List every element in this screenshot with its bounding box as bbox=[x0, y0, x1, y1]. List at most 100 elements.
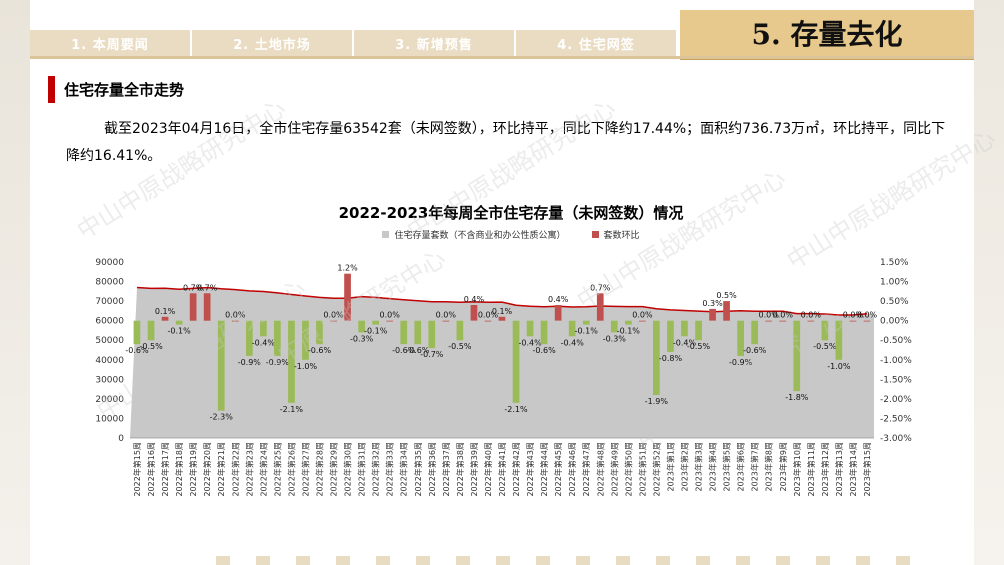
legend-swatch-ratio bbox=[591, 231, 599, 238]
ratio-bar bbox=[330, 320, 337, 322]
subheading: 住宅存量全市走势 bbox=[64, 81, 185, 99]
ratio-data-label: 0.3% bbox=[702, 299, 723, 308]
ratio-data-label: 0.0% bbox=[843, 311, 864, 320]
x-axis-tick-label: 2023年第9周 bbox=[778, 442, 788, 491]
tab-residential-signing[interactable]: 4. 住宅网签 bbox=[516, 30, 676, 56]
x-axis-tick-label: 2022年第33周 bbox=[385, 442, 395, 497]
x-axis-tick-label: 2023年第10周 bbox=[792, 442, 802, 497]
x-axis-tick-label: 2023年第7周 bbox=[750, 442, 760, 491]
subheading-marker bbox=[48, 76, 55, 103]
left-axis-tick-label: 80000 bbox=[95, 278, 124, 288]
x-axis-tick-label: 2022年第24周 bbox=[258, 442, 268, 497]
ratio-data-label: -0.6% bbox=[392, 346, 416, 355]
x-axis-tick-label: 2022年第47周 bbox=[581, 442, 591, 497]
left-axis-tick-label: 90000 bbox=[95, 258, 124, 268]
x-axis-tick-label: 2022年第49周 bbox=[609, 442, 619, 497]
left-axis-tick-label: 50000 bbox=[95, 336, 124, 346]
right-axis-tick-label: 1.00% bbox=[880, 278, 909, 288]
x-axis-tick-label: 2022年第41周 bbox=[497, 442, 507, 497]
legend-item-ratio: 套数环比 bbox=[591, 228, 640, 241]
ratio-bar bbox=[653, 320, 660, 395]
x-axis-tick-label: 2022年第21周 bbox=[216, 442, 226, 497]
nav-tabs: 1. 本周要闻 2. 土地市场 3. 新增预售 4. 住宅网签 bbox=[30, 30, 678, 56]
x-axis-tick-label: 2022年第17周 bbox=[160, 442, 170, 497]
ratio-bar bbox=[386, 320, 393, 322]
ratio-bar bbox=[568, 320, 576, 337]
ratio-bar bbox=[428, 320, 436, 349]
ratio-data-label: 0.0% bbox=[632, 311, 653, 320]
x-axis-tick-label: 2022年第30周 bbox=[343, 442, 353, 497]
ratio-data-label: -0.1% bbox=[575, 327, 599, 336]
x-axis-tick-label: 2022年第46周 bbox=[567, 442, 577, 497]
x-axis-tick-label: 2022年第26周 bbox=[286, 442, 296, 497]
x-axis-tick-label: 2023年第14周 bbox=[848, 442, 858, 497]
stock-line bbox=[136, 286, 868, 316]
ratio-bar bbox=[498, 316, 506, 321]
ratio-data-label: -0.4% bbox=[673, 338, 697, 347]
x-axis-tick-label: 2022年第50周 bbox=[623, 442, 633, 497]
ratio-data-label: -0.5% bbox=[139, 342, 163, 351]
ratio-data-label: -1.8% bbox=[785, 393, 809, 402]
ratio-data-label: -0.5% bbox=[448, 342, 472, 351]
x-axis-tick-label: 2022年第45周 bbox=[553, 442, 563, 497]
ratio-bar bbox=[681, 320, 688, 337]
x-axis-tick-label: 2023年第1周 bbox=[666, 442, 676, 491]
tab-new-presale[interactable]: 3. 新增预售 bbox=[354, 30, 514, 56]
tab-news[interactable]: 1. 本周要闻 bbox=[30, 30, 190, 56]
right-axis-tick-label: 0.00% bbox=[880, 317, 909, 327]
ratio-data-label: -0.1% bbox=[364, 327, 388, 336]
left-decoration bbox=[0, 0, 30, 565]
x-axis-tick-label: 2023年第8周 bbox=[764, 442, 774, 491]
ratio-bar bbox=[470, 305, 478, 321]
legend-label-stock: 住宅存量套数（不含商业和办公性质公寓） bbox=[394, 231, 566, 241]
x-axis-tick-label: 2022年第44周 bbox=[539, 442, 549, 497]
ratio-data-label: -0.3% bbox=[350, 334, 374, 343]
ratio-data-label: 0.7% bbox=[590, 283, 611, 292]
x-axis-tick-label: 2023年第4周 bbox=[708, 442, 718, 491]
x-axis-tick-label: 2022年第15周 bbox=[132, 442, 142, 497]
tab-land-market[interactable]: 2. 土地市场 bbox=[192, 30, 352, 56]
x-axis-tick-label: 2022年第39周 bbox=[469, 442, 479, 497]
ratio-bar bbox=[456, 320, 464, 341]
x-axis-tick-label: 2022年第19周 bbox=[188, 442, 198, 497]
ratio-data-label: 0.0% bbox=[225, 311, 246, 320]
ratio-bar bbox=[302, 320, 309, 360]
x-axis-tick-label: 2023年第6周 bbox=[736, 442, 746, 491]
ratio-bar bbox=[400, 320, 408, 345]
ratio-data-label: -1.0% bbox=[827, 362, 851, 371]
left-axis-tick-label: 30000 bbox=[95, 375, 124, 385]
ratio-bar bbox=[358, 320, 365, 333]
ratio-data-label: 0.4% bbox=[548, 295, 569, 304]
ratio-data-label: 0.0% bbox=[323, 311, 344, 320]
ratio-data-label: -0.5% bbox=[813, 342, 837, 351]
ratio-bar bbox=[442, 320, 450, 322]
ratio-data-label: 0.0% bbox=[759, 311, 780, 320]
ratio-data-label: 0.1% bbox=[155, 307, 176, 316]
x-axis-tick-label: 2022年第42周 bbox=[511, 442, 521, 497]
ratio-bar bbox=[751, 320, 758, 345]
ratio-data-label: 0.0% bbox=[801, 311, 822, 320]
ratio-data-label: -0.9% bbox=[266, 358, 290, 367]
x-axis-tick-label: 2022年第27周 bbox=[301, 442, 311, 497]
left-axis-tick-label: 60000 bbox=[95, 317, 124, 327]
ratio-data-label: -0.6% bbox=[406, 346, 430, 355]
ratio-bar bbox=[414, 320, 422, 345]
left-axis-tick-label: 0 bbox=[118, 434, 124, 444]
ratio-bar bbox=[540, 320, 548, 345]
right-axis-tick-label: 1.50% bbox=[880, 258, 909, 268]
x-axis-tick-label: 2022年第40周 bbox=[483, 442, 493, 497]
header-divider bbox=[30, 56, 974, 59]
x-axis-tick-label: 2023年第12周 bbox=[820, 442, 830, 497]
right-axis-tick-label: -2.50% bbox=[880, 414, 912, 424]
x-axis-tick-label: 2022年第52周 bbox=[651, 442, 661, 497]
chart-plot: 0 10000 20000 30000 40000 50000 60000 70000 8000… bbox=[95, 258, 912, 497]
left-axis-tick-label: 10000 bbox=[95, 414, 124, 424]
section-title: 5. 存量去化 bbox=[680, 10, 974, 60]
right-axis-tick-label: -1.00% bbox=[880, 356, 912, 366]
ratio-bar bbox=[737, 320, 744, 356]
ratio-bar bbox=[372, 320, 379, 325]
ratio-bar bbox=[344, 273, 351, 321]
summary-paragraph: 截至2023年04月16日，全市住宅存量63542套（未网签数），环比持平，同比… bbox=[66, 121, 946, 164]
chart-legend: 住宅存量套数（不含商业和办公性质公寓） 套数环比 bbox=[66, 228, 956, 241]
x-axis-tick-label: 2022年第43周 bbox=[525, 442, 535, 497]
